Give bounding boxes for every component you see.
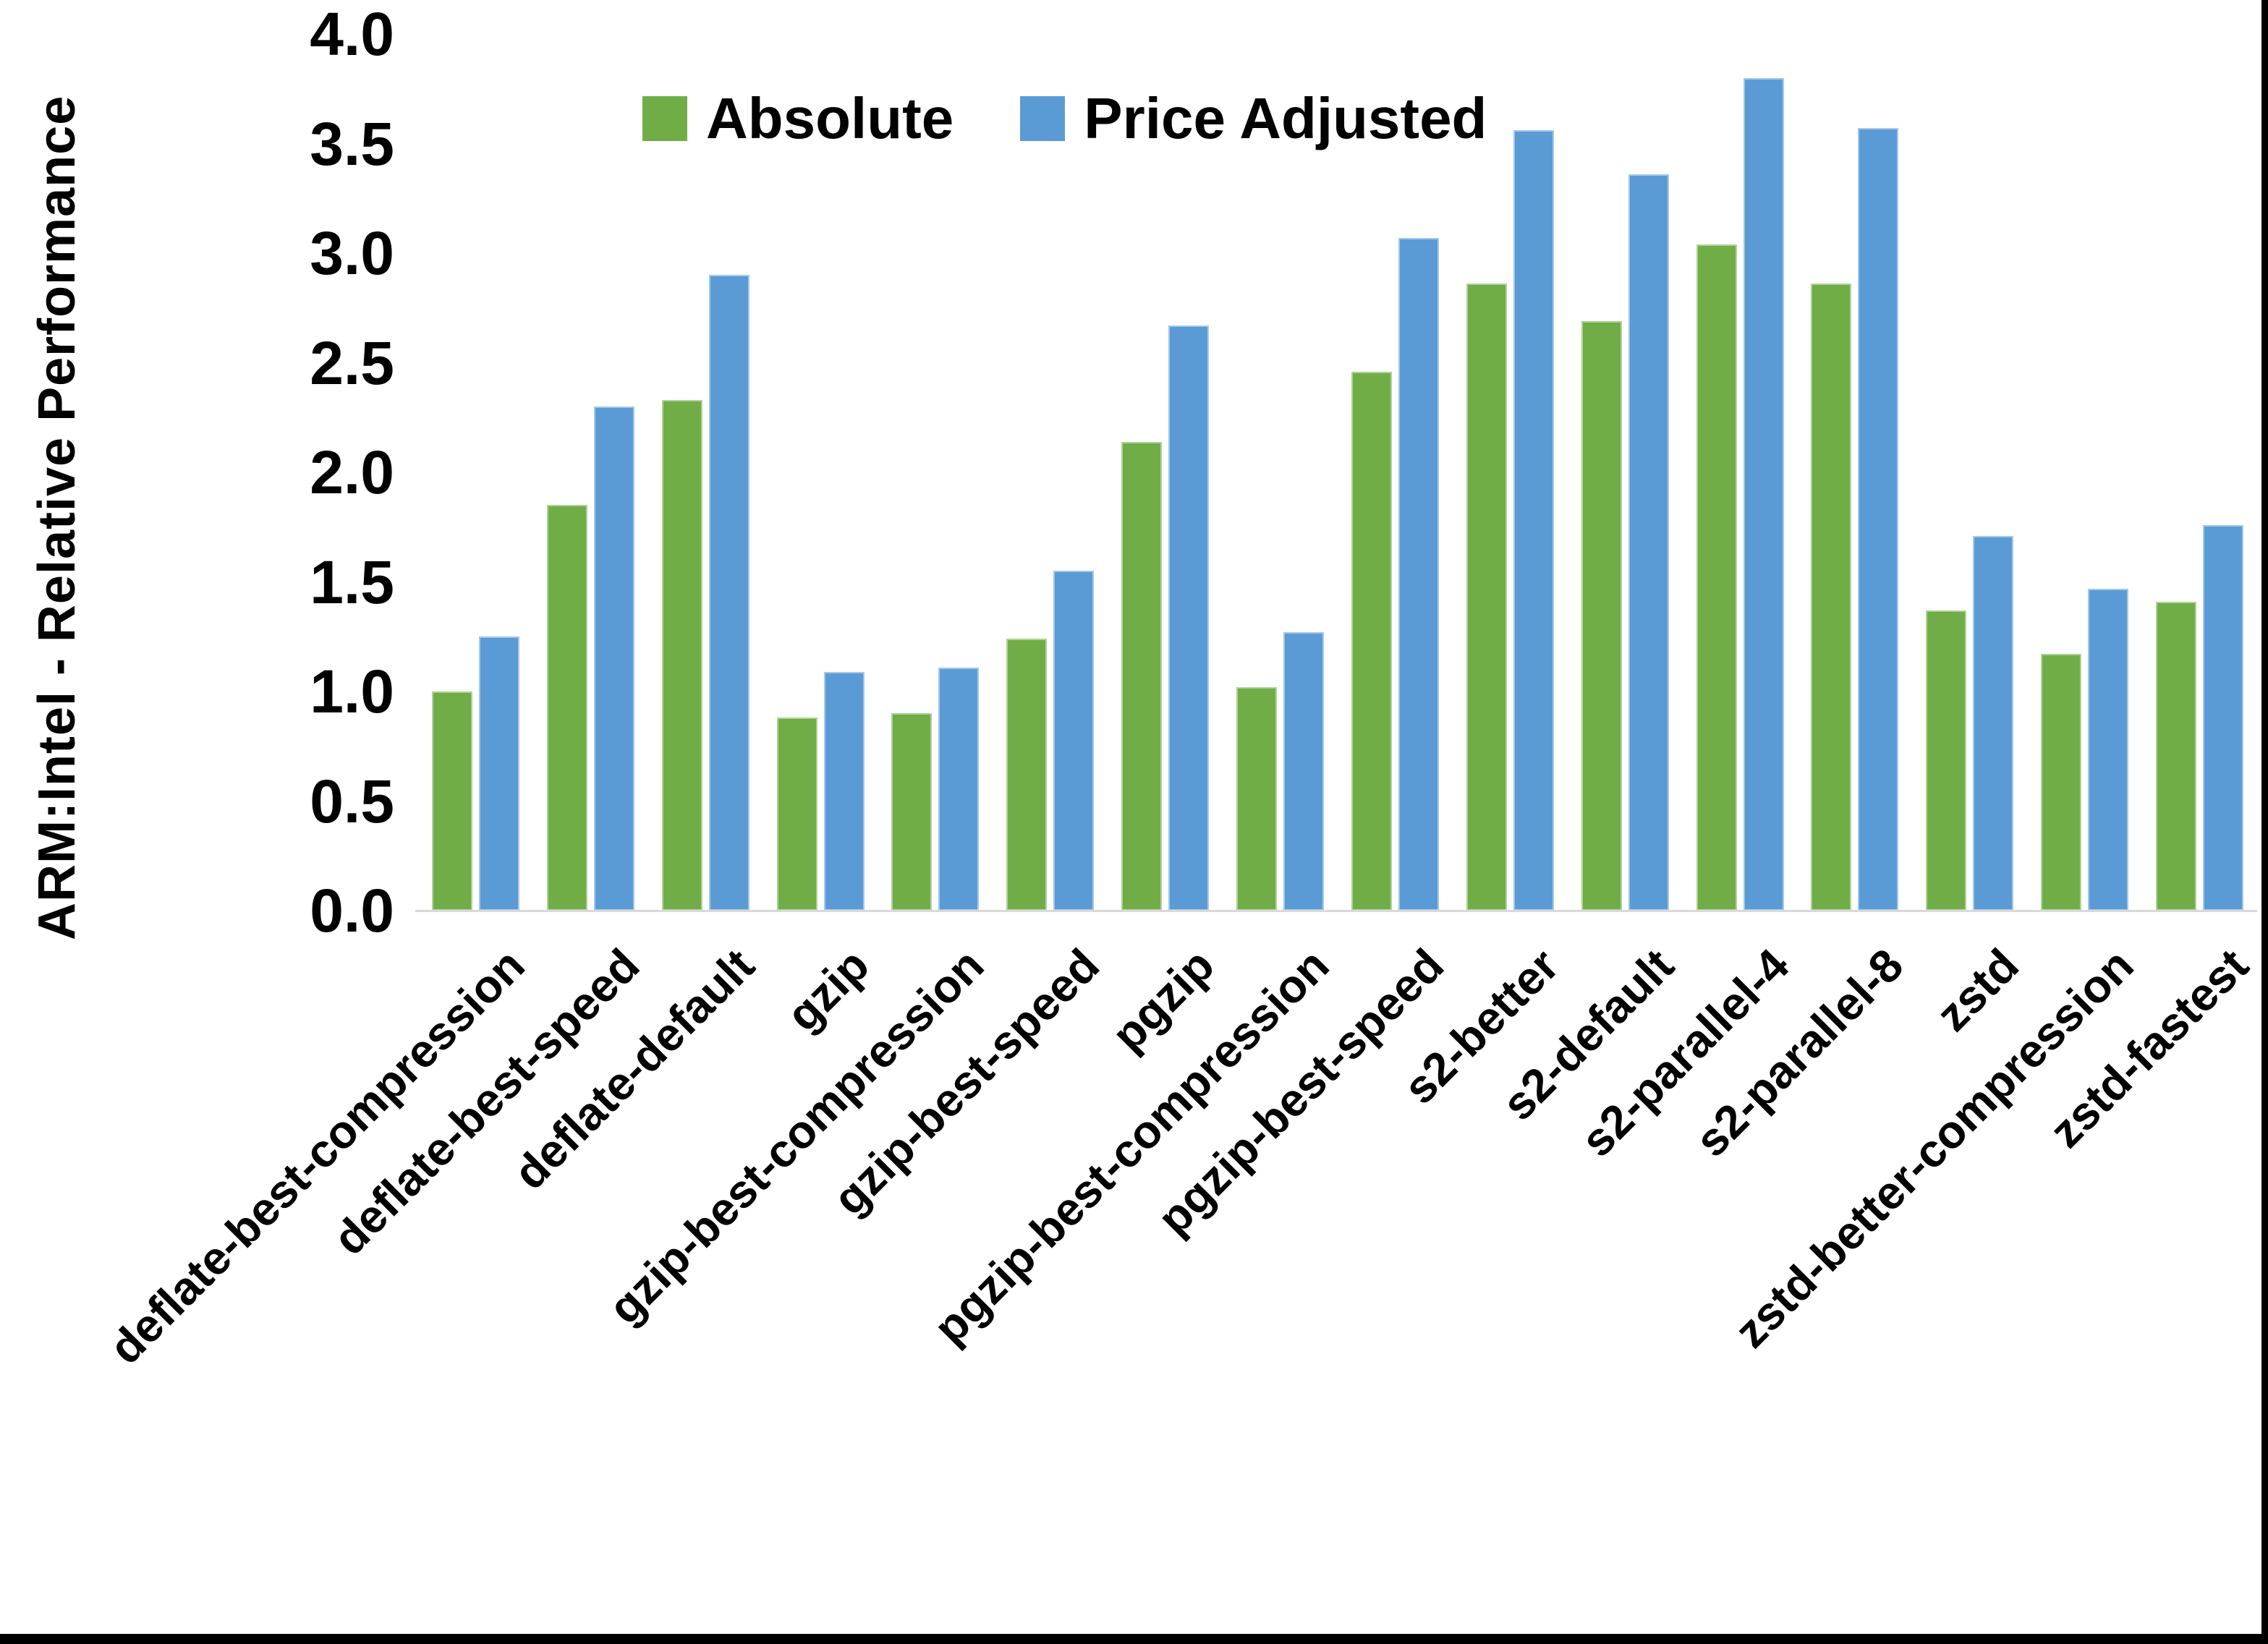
- legend: Absolute Price Adjusted: [642, 85, 1487, 152]
- bar-group-s2-parallel-4: [1683, 34, 1798, 911]
- legend-swatch-price-adjusted: [1020, 96, 1066, 141]
- bar-price-adjusted-s2-parallel-4: [1743, 78, 1784, 911]
- screenshot-bottom-edge: [0, 1634, 2268, 1644]
- x-axis-line: [415, 910, 2257, 912]
- bar-absolute-s2-parallel-4: [1696, 244, 1737, 911]
- y-tick-label-2.5: 2.5: [310, 328, 394, 397]
- y-tick-label-1.5: 1.5: [310, 548, 394, 616]
- bar-absolute-zstd-fastest: [2156, 602, 2197, 911]
- bar-group-zstd-better-compression: [2027, 34, 2142, 911]
- bar-price-adjusted-gzip-best-compression: [938, 668, 980, 911]
- bar-price-adjusted-s2-default: [1628, 174, 1669, 911]
- bar-group-pgzip-best-compression: [1223, 34, 1338, 911]
- bar-price-adjusted-pgzip: [1168, 325, 1210, 911]
- bar-group-deflate-default: [648, 34, 763, 911]
- y-axis-title: ARM:Intel - Relative Performance: [28, 95, 86, 940]
- bar-absolute-gzip-best-compression: [891, 713, 933, 911]
- bar-absolute-pgzip: [1121, 442, 1163, 911]
- bar-price-adjusted-s2-parallel-8: [1858, 128, 1899, 911]
- x-category-label-gzip: gzip: [776, 939, 879, 1042]
- bar-absolute-deflate-best-speed: [546, 505, 587, 911]
- bar-group-gzip: [763, 34, 878, 911]
- bar-absolute-zstd: [1926, 610, 1967, 911]
- y-tick-label-0.5: 0.5: [310, 767, 394, 835]
- bar-absolute-deflate-default: [661, 400, 702, 911]
- bar-price-adjusted-pgzip-best-speed: [1398, 238, 1439, 911]
- bar-group-deflate-best-speed: [533, 34, 648, 911]
- bar-absolute-s2-default: [1581, 321, 1622, 911]
- legend-swatch-absolute: [642, 96, 687, 141]
- bar-price-adjusted-zstd: [1973, 536, 2014, 911]
- bar-group-s2-parallel-8: [1798, 34, 1913, 911]
- bar-group-zstd-fastest: [2142, 34, 2257, 911]
- bar-group-deflate-best-compression: [418, 34, 533, 911]
- x-category-label-deflate-best-compression: deflate-best-compression: [98, 939, 535, 1374]
- bar-absolute-pgzip-best-compression: [1236, 687, 1278, 911]
- bar-price-adjusted-zstd-better-compression: [2088, 589, 2129, 911]
- bar-price-adjusted-deflate-best-speed: [593, 406, 634, 911]
- legend-label-price-adjusted: Price Adjusted: [1084, 86, 1487, 150]
- y-tick-label-3.5: 3.5: [310, 109, 394, 178]
- bar-absolute-deflate-best-compression: [431, 691, 472, 911]
- y-tick-label-3.0: 3.0: [310, 219, 394, 287]
- y-tick-label-0.0: 0.0: [310, 877, 394, 945]
- bar-groups: [418, 34, 2257, 911]
- legend-item-absolute: Absolute: [642, 85, 954, 152]
- y-tick-label-1.0: 1.0: [310, 657, 394, 725]
- plot-area: [415, 34, 2257, 912]
- bar-absolute-s2-parallel-8: [1811, 284, 1852, 911]
- bar-absolute-s2-better: [1466, 284, 1507, 911]
- bar-price-adjusted-deflate-best-compression: [478, 636, 519, 911]
- bar-group-pgzip: [1108, 34, 1223, 911]
- y-tick-label-4.0: 4.0: [310, 0, 394, 68]
- bar-price-adjusted-gzip-best-speed: [1053, 571, 1095, 911]
- legend-label-absolute: Absolute: [706, 86, 954, 150]
- screenshot-right-edge: [2261, 0, 2268, 1644]
- legend-item-price-adjusted: Price Adjusted: [1020, 85, 1487, 152]
- bar-absolute-gzip: [776, 717, 817, 911]
- bar-price-adjusted-gzip: [823, 672, 865, 911]
- bar-price-adjusted-zstd-fastest: [2203, 525, 2244, 911]
- bar-price-adjusted-pgzip-best-compression: [1283, 632, 1325, 911]
- bar-group-gzip-best-speed: [993, 34, 1108, 911]
- bar-group-s2-better: [1453, 34, 1568, 911]
- x-category-label-zstd: zstd: [1926, 939, 2029, 1042]
- bar-group-pgzip-best-speed: [1338, 34, 1453, 911]
- bar-price-adjusted-s2-better: [1513, 130, 1554, 911]
- bar-absolute-zstd-better-compression: [2041, 654, 2082, 911]
- bar-group-s2-default: [1568, 34, 1683, 911]
- bar-price-adjusted-deflate-default: [708, 275, 749, 911]
- bar-group-zstd: [1912, 34, 2027, 911]
- y-tick-label-2.0: 2.0: [310, 438, 394, 506]
- bar-absolute-gzip-best-speed: [1006, 639, 1048, 911]
- bar-group-gzip-best-compression: [878, 34, 993, 911]
- bar-absolute-pgzip-best-speed: [1351, 372, 1392, 911]
